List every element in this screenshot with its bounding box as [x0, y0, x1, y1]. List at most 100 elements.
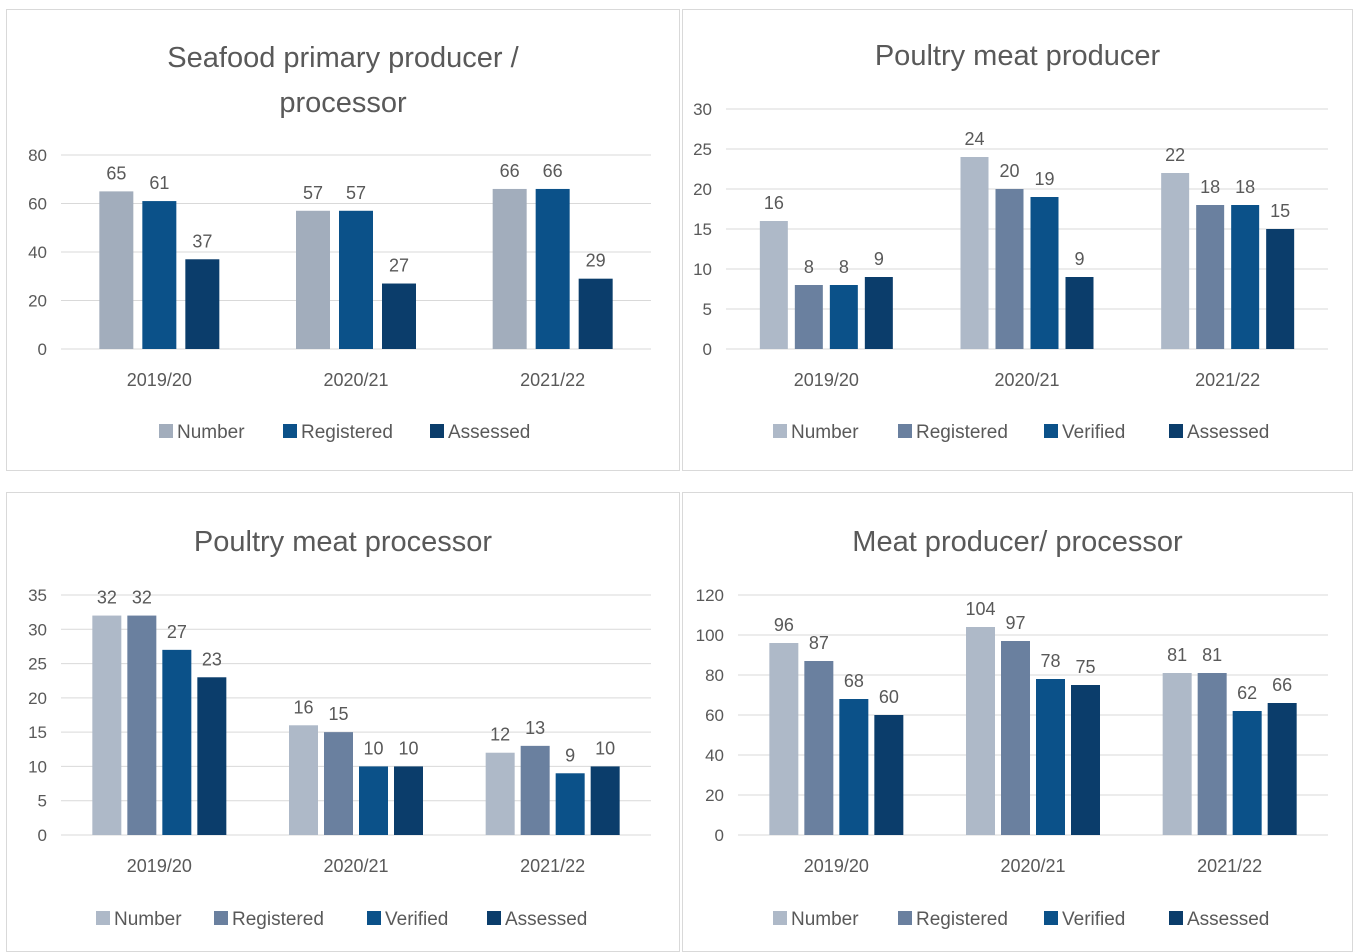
data-label: 57 — [303, 183, 323, 203]
legend-swatch-number — [773, 911, 787, 925]
chart-title: Seafood primary producer / — [167, 42, 519, 74]
bar-assessed-2021-22 — [579, 279, 613, 349]
y-tick-label: 20 — [693, 180, 712, 199]
bar-number-2021-22 — [1161, 173, 1189, 349]
bar-registered-2021-22 — [521, 746, 550, 835]
x-tick-label: 2021/22 — [520, 856, 585, 876]
data-label: 61 — [149, 173, 169, 193]
data-label: 32 — [97, 588, 117, 608]
y-tick-label: 0 — [715, 826, 724, 845]
bar-verified-2019-20 — [162, 650, 191, 835]
data-label: 22 — [1165, 145, 1185, 165]
bar-number-2019-20 — [99, 191, 133, 349]
legend-label-number: Number — [177, 422, 245, 443]
y-tick-label: 40 — [705, 746, 724, 765]
data-label: 15 — [1270, 201, 1290, 221]
bar-registered-2020-21 — [1001, 641, 1030, 835]
bar-verified-2020-21 — [359, 766, 388, 835]
legend-label-number: Number — [791, 909, 859, 930]
bar-assessed-2021-22 — [1268, 703, 1297, 835]
data-label: 24 — [964, 129, 984, 149]
y-tick-label: 0 — [38, 340, 47, 359]
x-tick-label: 2021/22 — [1197, 856, 1262, 876]
y-tick-label: 20 — [28, 689, 47, 708]
bar-registered-2021-22 — [1196, 205, 1224, 349]
data-label: 32 — [132, 588, 152, 608]
y-tick-label: 120 — [696, 586, 724, 605]
data-label: 57 — [346, 183, 366, 203]
data-label: 10 — [398, 738, 418, 758]
data-label: 20 — [999, 161, 1019, 181]
data-label: 27 — [167, 622, 187, 642]
legend-swatch-assessed — [1169, 424, 1183, 438]
legend-label-registered: Registered — [232, 909, 324, 930]
y-tick-label: 20 — [28, 292, 47, 311]
data-label: 18 — [1235, 177, 1255, 197]
x-tick-label: 2020/21 — [1000, 856, 1065, 876]
y-tick-label: 60 — [28, 195, 47, 214]
bar-verified-2019-20 — [839, 699, 868, 835]
legend-swatch-registered — [898, 424, 912, 438]
data-label: 66 — [543, 161, 563, 181]
bar-assessed-2020-21 — [382, 284, 416, 349]
y-tick-label: 5 — [38, 792, 47, 811]
bar-registered-2019-20 — [142, 201, 176, 349]
y-tick-label: 10 — [28, 757, 47, 776]
bar-assessed-2021-22 — [1266, 229, 1294, 349]
bar-registered-2021-22 — [536, 189, 570, 349]
bar-number-2021-22 — [493, 189, 527, 349]
bar-registered-2020-21 — [324, 732, 353, 835]
data-label: 10 — [363, 738, 383, 758]
x-tick-label: 2020/21 — [994, 370, 1059, 390]
data-label: 18 — [1200, 177, 1220, 197]
legend-label-verified: Verified — [385, 909, 448, 930]
bar-verified-2021-22 — [1233, 711, 1262, 835]
y-tick-label: 30 — [693, 100, 712, 119]
chart-panel-poultry-processor: Poultry meat processor 0 5 10 15 20 25 30 35 32 32… — [6, 492, 680, 952]
bar-number-2020-21 — [961, 157, 989, 349]
chart-title: Poultry meat producer — [875, 40, 1161, 72]
legend-swatch-verified — [1044, 911, 1058, 925]
data-label: 16 — [293, 697, 313, 717]
data-label: 87 — [809, 633, 829, 653]
x-tick-label: 2020/21 — [323, 856, 388, 876]
bar-assessed-2019-20 — [197, 677, 226, 835]
bar-verified-2020-21 — [1036, 679, 1065, 835]
x-tick-label: 2019/20 — [127, 856, 192, 876]
bar-assessed-2020-21 — [1066, 277, 1094, 349]
bar-number-2019-20 — [760, 221, 788, 349]
bar-assessed-2019-20 — [185, 259, 219, 349]
data-label: 78 — [1040, 651, 1060, 671]
data-label: 62 — [1237, 683, 1257, 703]
data-label: 16 — [764, 193, 784, 213]
chart-svg-seafood: Seafood primary producer / processor 0 20 40… — [7, 10, 679, 470]
legend-swatch-verified — [1044, 424, 1058, 438]
x-tick-label: 2021/22 — [520, 370, 585, 390]
legend-label-assessed: Assessed — [1187, 909, 1269, 930]
data-label: 96 — [774, 615, 794, 635]
data-label: 29 — [586, 251, 606, 271]
data-label: 27 — [389, 256, 409, 276]
y-tick-label: 25 — [693, 140, 712, 159]
data-label: 8 — [839, 257, 849, 277]
x-tick-label: 2019/20 — [804, 856, 869, 876]
chart-svg-poultry-producer: Poultry meat producer 0 5 10 15 20 25 30 16 8 8 9 20… — [683, 10, 1352, 470]
legend-swatch-assessed — [487, 911, 501, 925]
x-tick-label: 2021/22 — [1195, 370, 1260, 390]
x-tick-label: 2020/21 — [323, 370, 388, 390]
y-tick-label: 25 — [28, 655, 47, 674]
data-label: 66 — [500, 161, 520, 181]
y-tick-label: 35 — [28, 586, 47, 605]
data-label: 66 — [1272, 675, 1292, 695]
data-label: 9 — [565, 745, 575, 765]
data-label: 8 — [804, 257, 814, 277]
bar-registered-2021-22 — [1198, 673, 1227, 835]
legend-label-verified: Verified — [1062, 909, 1125, 930]
bar-assessed-2020-21 — [1071, 685, 1100, 835]
bar-number-2020-21 — [966, 627, 995, 835]
bar-number-2019-20 — [769, 643, 798, 835]
y-tick-label: 15 — [28, 723, 47, 742]
legend-swatch-number — [773, 424, 787, 438]
legend-swatch-registered — [214, 911, 228, 925]
legend-label-assessed: Assessed — [448, 422, 530, 443]
